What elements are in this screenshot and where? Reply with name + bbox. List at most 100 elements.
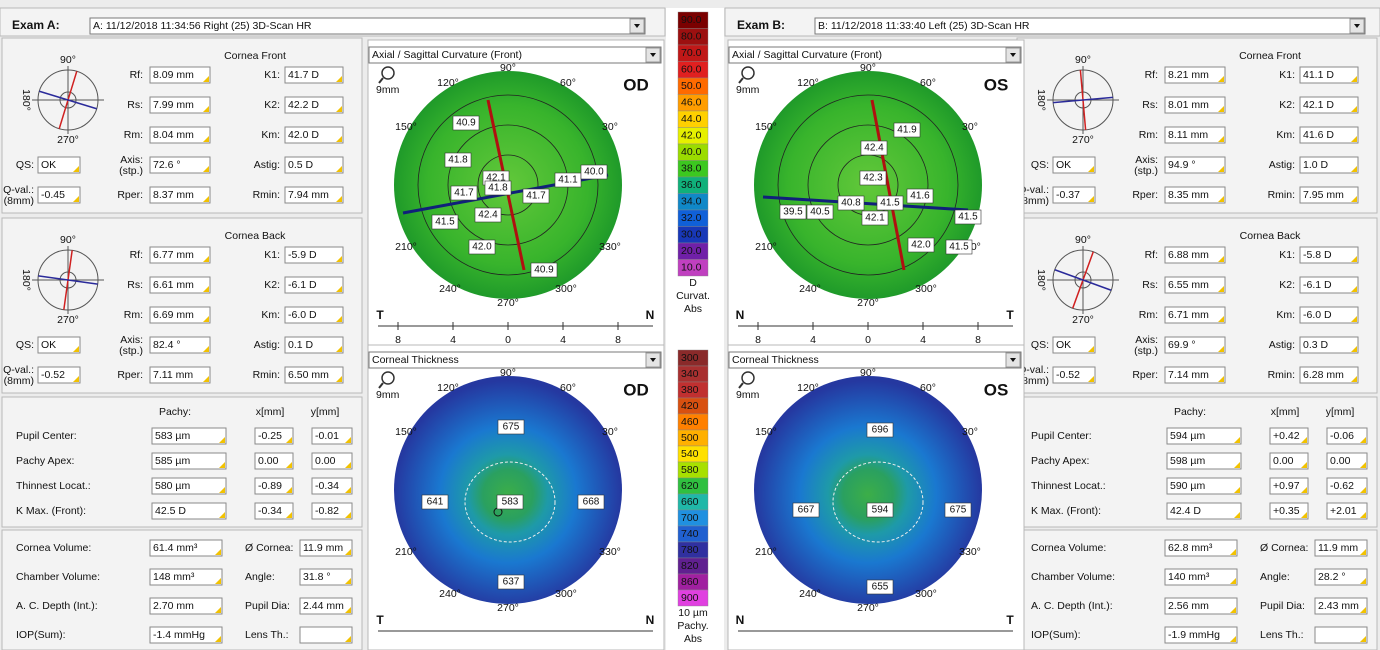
input-box[interactable] [1299,66,1359,84]
input-box[interactable] [254,502,294,520]
input-box[interactable] [1269,452,1309,470]
map-value-box [468,239,496,255]
input-box[interactable] [151,477,227,495]
input-box[interactable] [1166,452,1242,470]
input-box[interactable] [1164,156,1226,174]
input-box[interactable] [1164,626,1238,644]
input-box[interactable] [284,186,344,204]
input-box[interactable] [1052,156,1096,174]
input-box[interactable] [151,502,227,520]
input-box[interactable] [1164,126,1226,144]
input-box[interactable] [1269,477,1309,495]
input-box[interactable] [149,96,211,114]
row-label: Angle: [1260,571,1290,583]
input-box[interactable] [311,427,353,445]
input-box[interactable] [254,427,294,445]
input-box[interactable] [284,66,344,84]
input-box[interactable] [284,246,344,264]
input-box[interactable] [311,502,353,520]
input-box[interactable] [1299,126,1359,144]
input-box[interactable] [1164,306,1226,324]
input-box[interactable] [1299,336,1359,354]
input-box[interactable] [1314,626,1368,644]
input-box[interactable] [1299,96,1359,114]
input-box[interactable] [1314,597,1368,615]
input-box[interactable] [151,427,227,445]
input-box[interactable] [1326,502,1368,520]
input-box[interactable] [151,452,227,470]
input-box[interactable] [149,306,211,324]
compass-label: 180° [20,269,32,291]
input-box[interactable] [1164,336,1226,354]
input-box[interactable] [299,597,353,615]
dropdown[interactable] [728,46,1022,64]
dropdown[interactable] [728,351,1022,369]
input-box[interactable] [1299,186,1359,204]
input-box[interactable] [1299,306,1359,324]
input-box[interactable] [149,126,211,144]
input-box[interactable] [149,186,211,204]
input-box[interactable] [284,126,344,144]
input-box[interactable] [1299,156,1359,174]
dropdown[interactable] [368,351,662,369]
field-label: Q-val.: [1018,184,1049,196]
input-box[interactable] [254,477,294,495]
dropdown[interactable] [89,17,646,35]
input-box[interactable] [37,156,81,174]
input-box[interactable] [1164,366,1226,384]
input-box[interactable] [284,96,344,114]
input-box[interactable] [149,626,223,644]
dropdown[interactable] [368,46,662,64]
input-box[interactable] [299,568,353,586]
input-box[interactable] [1299,246,1359,264]
input-box[interactable] [149,366,211,384]
input-box[interactable] [1269,502,1309,520]
input-box[interactable] [284,306,344,324]
input-box[interactable] [1052,366,1096,384]
input-box[interactable] [284,336,344,354]
input-box[interactable] [284,156,344,174]
input-box[interactable] [149,276,211,294]
input-box[interactable] [149,568,223,586]
input-box[interactable] [311,452,353,470]
dropdown[interactable] [814,17,1366,35]
input-box[interactable] [1164,246,1226,264]
input-box[interactable] [1299,366,1359,384]
input-box[interactable] [1326,427,1368,445]
input-box[interactable] [37,186,81,204]
input-box[interactable] [149,539,223,557]
input-box[interactable] [299,539,353,557]
input-box[interactable] [1164,539,1238,557]
input-box[interactable] [254,452,294,470]
input-box[interactable] [299,626,353,644]
input-box[interactable] [1164,96,1226,114]
input-box[interactable] [1299,276,1359,294]
input-box[interactable] [1164,186,1226,204]
input-box[interactable] [149,246,211,264]
input-box[interactable] [149,156,211,174]
input-box[interactable] [1166,427,1242,445]
input-box[interactable] [1164,568,1238,586]
input-box[interactable] [1164,276,1226,294]
input-box[interactable] [149,66,211,84]
input-box[interactable] [1269,427,1309,445]
input-box[interactable] [37,336,81,354]
input-box[interactable] [1314,568,1368,586]
input-box[interactable] [1326,452,1368,470]
input-box[interactable] [1166,477,1242,495]
input-box[interactable] [149,597,223,615]
input-box[interactable] [1314,539,1368,557]
input-box[interactable] [1166,502,1242,520]
input-box[interactable] [284,366,344,384]
input-box[interactable] [1164,597,1238,615]
input-box[interactable] [1326,477,1368,495]
dropdown-arrow [634,24,640,28]
input-box[interactable] [284,276,344,294]
angle-label: 210° [395,241,417,253]
input-box[interactable] [149,336,211,354]
input-box[interactable] [1052,186,1096,204]
input-box[interactable] [37,366,81,384]
input-box[interactable] [1164,66,1226,84]
input-box[interactable] [311,477,353,495]
input-box[interactable] [1052,336,1096,354]
